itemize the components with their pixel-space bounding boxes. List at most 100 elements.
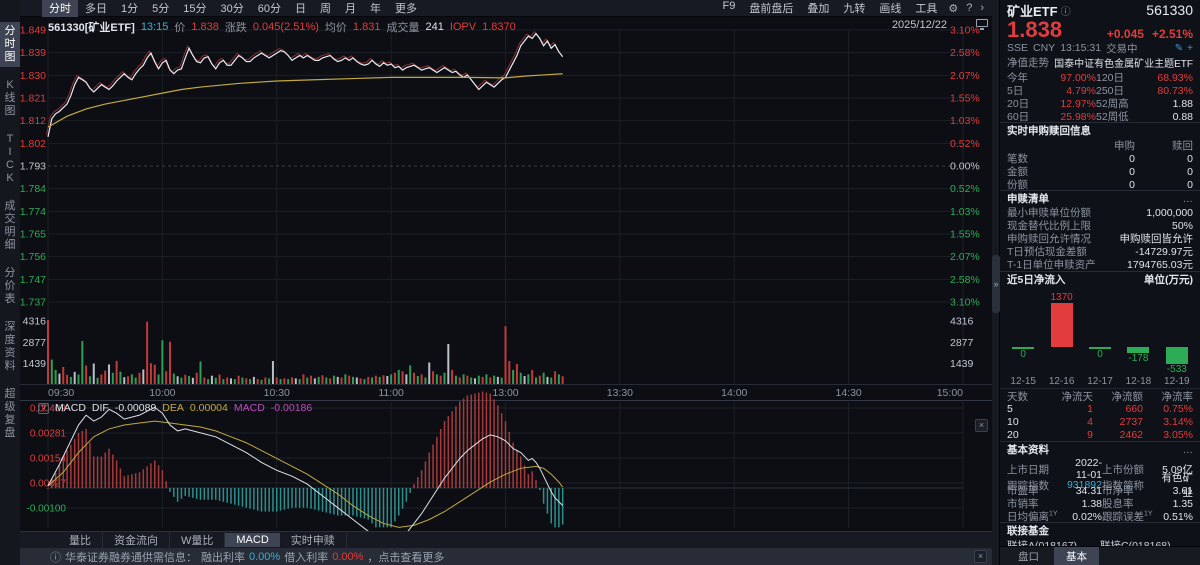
list-row: 最小申赎单位份额 1,000,000 xyxy=(1007,206,1193,220)
timeframe-tabs: 分时 多日 1分 5分 15分 30分 60分 日 周 月 年 更多 xyxy=(42,0,424,17)
sidebar-item[interactable]: K 线 图 xyxy=(4,79,16,117)
basic-info-row: 市盈率 34.31 市净率 3.61 xyxy=(1007,483,1193,498)
volume-bar xyxy=(180,377,183,384)
panel-tab[interactable]: 基本 xyxy=(1054,546,1099,565)
volume-axis-label: 2877 xyxy=(950,337,974,349)
macd-help-icon[interactable]: ? xyxy=(38,402,49,414)
edit-icon[interactable]: ✎ xyxy=(1174,42,1184,54)
toolbar-action[interactable]: 工具 xyxy=(915,3,938,15)
intraday-chart[interactable]: 1.849 3.10% 1.839 2.58% 1.830 2.07% 1.821 1.55%… xyxy=(20,16,992,531)
inflow-below-axis: 0 xyxy=(1012,347,1035,375)
row-value: 0.51% xyxy=(1163,510,1193,523)
timeframe-tab[interactable]: 日 xyxy=(295,3,306,15)
volume-bar xyxy=(149,363,152,384)
more-icon[interactable]: … xyxy=(1182,192,1194,205)
panel-tab[interactable]: 盘口 xyxy=(1018,550,1039,563)
timeframe-tab[interactable]: 15分 xyxy=(183,3,207,15)
volume-bar xyxy=(561,376,564,384)
toolbar-action[interactable]: 叠加 xyxy=(807,3,830,15)
macd-histogram-bar xyxy=(260,488,263,512)
chevron-right-icon[interactable]: › xyxy=(980,2,984,14)
timeframe-tab[interactable]: 分时 xyxy=(42,0,78,17)
macd-histogram-bar xyxy=(283,488,286,510)
more-icon[interactable]: … xyxy=(1182,443,1194,456)
timeframe-tab[interactable]: 多日 xyxy=(85,3,107,15)
macd-histogram-bar xyxy=(51,480,53,488)
toolbar-action[interactable]: 九转 xyxy=(843,3,866,15)
volume-bar xyxy=(470,377,473,384)
nav-trend-label[interactable]: 净值走势 xyxy=(1007,57,1049,69)
sidebar-item[interactable]: 超 级 复 盘 xyxy=(4,388,16,439)
toolbar-action[interactable]: 盘前盘后 xyxy=(749,3,794,15)
volume-bar xyxy=(279,379,282,384)
macd-histogram-bar xyxy=(188,488,190,497)
timeframe-tab[interactable]: 1分 xyxy=(121,3,139,15)
macd-histogram-bar xyxy=(394,488,396,522)
timeframe-tab[interactable]: 60分 xyxy=(257,3,281,15)
volume-bar xyxy=(508,361,511,384)
macd-histogram-bar xyxy=(363,488,366,519)
add-icon[interactable]: + xyxy=(1187,42,1193,54)
row-label: 股息率 xyxy=(1102,498,1134,510)
cell-value: 20 xyxy=(1007,428,1019,441)
volume-bar xyxy=(134,377,137,384)
row-label: 跟踪指数 xyxy=(1007,479,1049,492)
redeem-value: 0 xyxy=(1187,165,1193,178)
row-label: 现金替代比例上限 xyxy=(1007,220,1091,232)
macd-close-icon[interactable]: × xyxy=(975,419,988,432)
row-value: 2022-11-01 xyxy=(1075,457,1102,481)
timeframe-tab[interactable]: 月 xyxy=(345,3,356,15)
row-label: 份额 xyxy=(1007,179,1028,191)
sidebar-item[interactable]: T I C K xyxy=(6,133,14,184)
volume-bar xyxy=(119,371,122,384)
volume-bar xyxy=(275,377,278,384)
time-axis-label: 14:30 xyxy=(835,387,861,399)
volume-bar xyxy=(302,374,305,384)
volume-bar xyxy=(81,340,84,384)
toolbar-actions: F9 盘前盘后 叠加 九转 画线 工具 ⚙ ? › xyxy=(715,0,992,17)
macd-histogram-bar xyxy=(352,488,354,516)
volume-bar xyxy=(256,379,259,384)
indicator-tab[interactable]: MACD xyxy=(225,533,280,547)
macd-axis-label: 0.00281 xyxy=(30,429,67,440)
row-label: 最小申赎单位份额 xyxy=(1007,207,1091,219)
margin-notice: 华泰证券融券通供需信息： xyxy=(65,551,197,564)
sidebar-item[interactable]: 分 时 图 xyxy=(0,22,20,67)
macd-histogram-bar xyxy=(77,432,80,488)
pct-axis-label: 3.10% xyxy=(950,297,980,309)
macd-histogram-bar xyxy=(58,465,61,488)
timeframe-tab[interactable]: 周 xyxy=(320,3,331,15)
indicator-tab[interactable]: 资金流向 xyxy=(103,531,170,549)
macd-histogram-bar xyxy=(409,488,411,493)
timeframe-tab[interactable]: 年 xyxy=(370,3,381,15)
macd-dea-value: 0.00004 xyxy=(189,402,228,414)
volume-bar xyxy=(420,374,423,384)
timeframe-tab[interactable]: 更多 xyxy=(395,3,417,15)
help-icon[interactable]: ? xyxy=(966,2,973,14)
gear-icon[interactable]: ⚙ xyxy=(948,2,959,15)
macd-legend: ? MACD DIF -0.00089 DEA 0.00004 MACD -0.… xyxy=(38,402,312,414)
timeframe-tab[interactable]: 5分 xyxy=(152,3,170,15)
toolbar-action[interactable]: F9 xyxy=(722,0,736,12)
cell-value: 4 xyxy=(1087,415,1093,428)
info-icon[interactable]: ⓘ xyxy=(1060,6,1071,18)
price-axis-label: 1.747 xyxy=(20,274,46,286)
subscribe-value: 0 xyxy=(1129,152,1135,165)
sidebar-item[interactable]: 深 度 资 料 xyxy=(4,321,16,372)
inflow-value-label: -533 xyxy=(1166,364,1187,375)
pct-axis-label: 0.52% xyxy=(950,183,980,195)
indicator-tab[interactable]: 量比 xyxy=(58,531,103,549)
monitor-icon[interactable] xyxy=(976,19,988,30)
macd-histogram-bar xyxy=(451,411,453,488)
sidebar-item[interactable]: 成 交 明 细 xyxy=(4,200,16,251)
see-more-link[interactable]: ，点击查看更多 xyxy=(367,551,445,564)
collapse-handle-icon[interactable]: » xyxy=(992,255,1000,313)
toolbar-action[interactable]: 画线 xyxy=(879,3,902,15)
chart-date: 2025/12/22 xyxy=(891,19,947,31)
indicator-tab[interactable]: W量比 xyxy=(170,531,226,549)
timeframe-tab[interactable]: 30分 xyxy=(220,3,244,15)
bottombar-close-icon[interactable]: × xyxy=(974,550,987,563)
indicator-tab[interactable]: 实时申赎 xyxy=(280,531,347,549)
sidebar-item[interactable]: 分 价 表 xyxy=(4,267,16,305)
volume-bar xyxy=(130,374,133,384)
